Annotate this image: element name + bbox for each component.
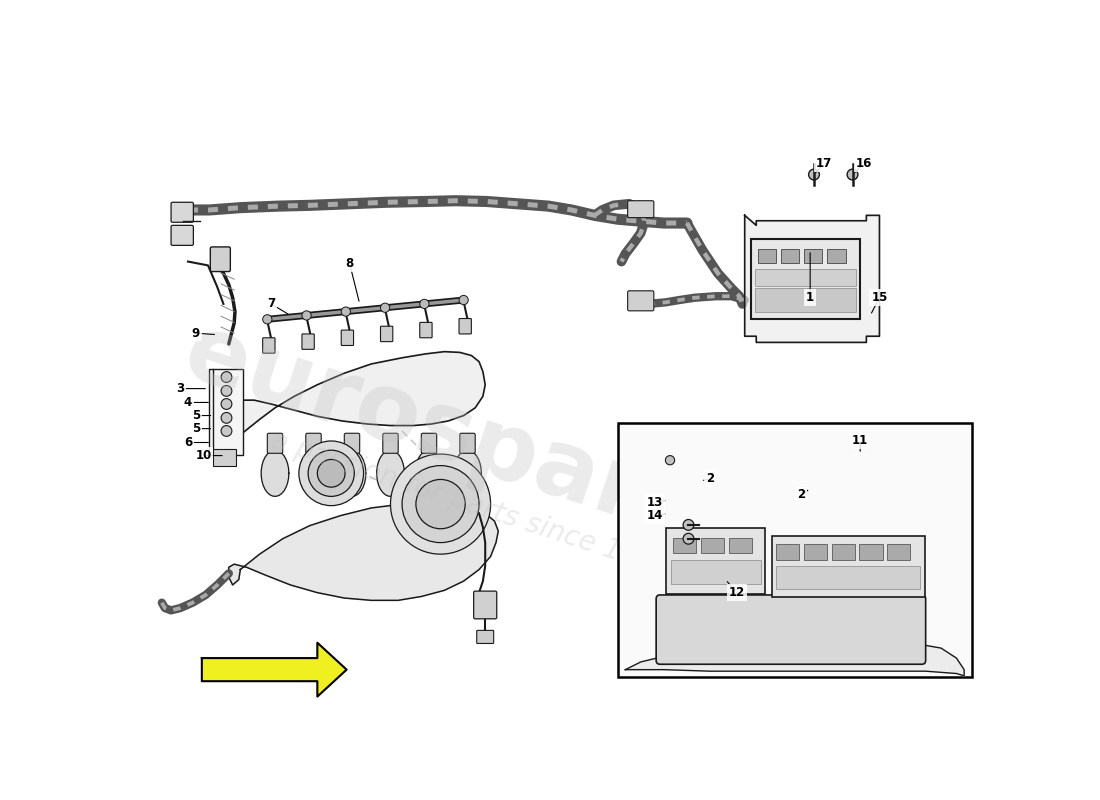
Text: 12: 12 [729,586,745,599]
FancyBboxPatch shape [263,338,275,353]
Text: a passion for parts since 1985: a passion for parts since 1985 [267,426,675,582]
FancyBboxPatch shape [772,536,925,597]
FancyBboxPatch shape [804,250,823,263]
Text: 1: 1 [806,291,814,304]
Circle shape [459,295,469,305]
FancyBboxPatch shape [781,250,800,263]
FancyBboxPatch shape [628,201,653,218]
Polygon shape [239,352,485,435]
FancyBboxPatch shape [751,239,860,319]
Text: 5: 5 [191,409,200,422]
Circle shape [263,314,272,324]
Text: 6: 6 [184,436,192,449]
FancyBboxPatch shape [756,288,856,312]
FancyBboxPatch shape [267,434,283,454]
Text: 2: 2 [706,472,714,485]
Text: 9: 9 [191,326,200,340]
Text: 16: 16 [856,158,872,170]
FancyBboxPatch shape [383,434,398,454]
Text: 3: 3 [176,382,185,395]
Circle shape [666,455,674,465]
Text: eurospares: eurospares [173,306,770,578]
Circle shape [341,307,351,316]
Circle shape [381,303,389,312]
Circle shape [683,519,694,530]
FancyBboxPatch shape [804,544,827,559]
FancyBboxPatch shape [301,334,315,350]
FancyBboxPatch shape [673,538,696,554]
Circle shape [420,299,429,309]
Text: 8: 8 [345,258,354,270]
Text: 10: 10 [196,449,211,462]
Circle shape [221,372,232,382]
FancyBboxPatch shape [667,528,766,594]
FancyBboxPatch shape [887,544,911,559]
Circle shape [390,454,491,554]
Circle shape [301,311,311,320]
Text: 11: 11 [852,434,868,447]
Circle shape [403,466,480,542]
FancyBboxPatch shape [420,322,432,338]
Circle shape [221,398,232,410]
Text: 4: 4 [184,396,192,409]
Circle shape [299,441,364,506]
FancyBboxPatch shape [777,544,800,559]
Text: 5: 5 [191,422,200,435]
FancyBboxPatch shape [209,369,243,455]
Polygon shape [415,450,443,496]
FancyBboxPatch shape [618,423,972,678]
Circle shape [318,459,345,487]
FancyBboxPatch shape [476,630,494,643]
Polygon shape [299,450,328,496]
FancyBboxPatch shape [756,270,856,286]
Text: 13: 13 [647,496,662,509]
Polygon shape [338,450,366,496]
Polygon shape [261,450,289,496]
FancyBboxPatch shape [701,538,724,554]
FancyBboxPatch shape [827,250,846,263]
Circle shape [416,479,465,529]
Polygon shape [625,640,964,676]
Text: 17: 17 [816,158,832,170]
Text: 7: 7 [267,298,275,310]
Text: 2: 2 [796,488,805,502]
Circle shape [308,450,354,496]
FancyBboxPatch shape [172,226,194,246]
FancyBboxPatch shape [212,450,235,466]
FancyBboxPatch shape [859,544,882,559]
FancyBboxPatch shape [344,434,360,454]
FancyBboxPatch shape [832,544,855,559]
FancyBboxPatch shape [306,434,321,454]
FancyBboxPatch shape [460,434,475,454]
Circle shape [221,426,232,436]
FancyBboxPatch shape [656,595,926,664]
Polygon shape [229,502,498,600]
Circle shape [683,534,694,544]
FancyBboxPatch shape [210,247,230,271]
FancyBboxPatch shape [381,326,393,342]
Polygon shape [376,450,405,496]
Polygon shape [202,642,346,697]
FancyBboxPatch shape [459,318,472,334]
FancyBboxPatch shape [728,538,751,554]
Polygon shape [745,215,880,342]
Circle shape [221,386,232,396]
Circle shape [221,413,232,423]
Polygon shape [453,450,482,496]
FancyBboxPatch shape [172,202,194,222]
FancyBboxPatch shape [474,591,497,619]
FancyBboxPatch shape [421,434,437,454]
FancyBboxPatch shape [671,559,761,584]
Circle shape [808,169,820,180]
FancyBboxPatch shape [341,330,353,346]
Circle shape [847,169,858,180]
FancyBboxPatch shape [758,250,777,263]
Text: 15: 15 [871,291,888,304]
Text: 14: 14 [647,509,663,522]
FancyBboxPatch shape [777,566,921,589]
FancyBboxPatch shape [628,291,653,311]
